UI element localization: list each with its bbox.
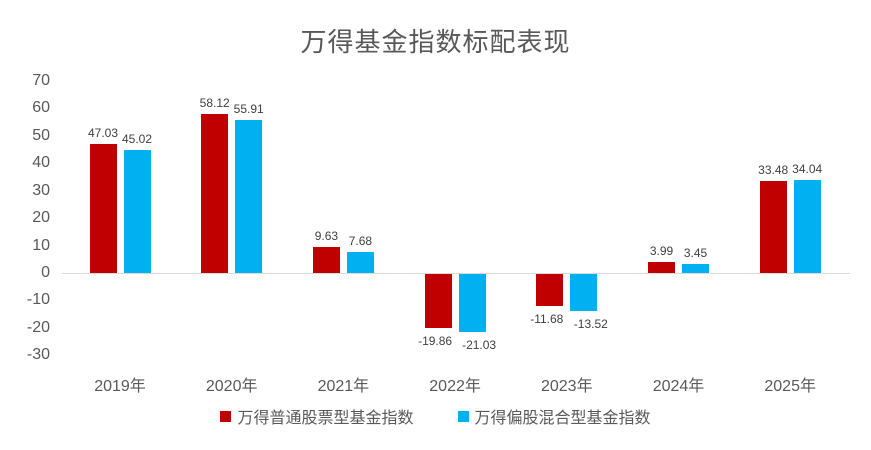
legend-swatch-series1 [220, 410, 232, 422]
legend-label-series2: 万得偏股混合型基金指数 [474, 410, 651, 427]
bar-series1-2019年 [89, 144, 117, 273]
legend: 万得普通股票型基金指数 万得偏股混合型基金指数 [0, 404, 871, 428]
x-axis-label-2022年: 2022年 [429, 378, 481, 395]
value-label-series2-2020年: 55.91 [233, 101, 264, 116]
value-label-series1-2025年: 33.48 [758, 163, 789, 178]
x-axis-line [62, 273, 850, 274]
legend-item-series2: 万得偏股混合型基金指数 [457, 404, 651, 428]
value-label-series2-2022年: -21.03 [462, 337, 497, 352]
y-axis-tick--20: -20 [26, 318, 50, 336]
y-axis-tick-40: 40 [32, 154, 50, 172]
bar-series1-2020年 [201, 113, 229, 273]
legend-item-series1: 万得普通股票型基金指数 [220, 404, 414, 428]
value-label-series1-2021年: 9.63 [314, 228, 339, 243]
y-axis-tick-10: 10 [32, 236, 50, 254]
value-label-series2-2023年: -13.52 [573, 317, 608, 332]
bar-series2-2021年 [346, 251, 374, 273]
x-axis-label-2021年: 2021年 [317, 378, 370, 395]
y-axis-tick-70: 70 [32, 72, 50, 90]
value-label-series2-2024年: 3.45 [683, 245, 708, 260]
x-axis-label-2024年: 2024年 [652, 378, 705, 395]
value-label-series1-2019年: 47.03 [87, 126, 119, 141]
bar-series1-2024年 [648, 262, 675, 273]
value-label-series2-2019年: 45.02 [121, 131, 153, 146]
y-axis-tick-0: 0 [41, 264, 50, 281]
bar-series2-2020年 [235, 119, 263, 273]
value-label-series1-2023年: -11.68 [530, 312, 564, 327]
y-axis-tick--30: -30 [26, 346, 50, 364]
legend-label-series1: 万得普通股票型基金指数 [237, 410, 414, 427]
bar-series2-2022年 [458, 274, 486, 332]
bar-series1-2022年 [424, 274, 452, 329]
x-axis-label-2025年: 2025年 [764, 378, 816, 395]
y-axis-tick--10: -10 [26, 291, 50, 309]
legend-swatch-series2 [457, 410, 469, 422]
bar-series1-2023年 [536, 274, 564, 307]
y-axis-tick-20: 20 [32, 209, 50, 227]
value-label-series1-2022年: -19.86 [418, 334, 453, 349]
y-axis-tick-60: 60 [32, 99, 50, 117]
value-label-series2-2021年: 7.68 [348, 233, 373, 248]
bar-series2-2024年 [682, 263, 709, 273]
bar-series1-2021年 [312, 246, 340, 273]
bar-series2-2019年 [123, 149, 151, 273]
y-axis-tick-50: 50 [32, 126, 50, 144]
y-axis-tick-30: 30 [32, 181, 50, 199]
bar-series1-2025年 [759, 181, 787, 273]
x-axis-label-2019年: 2019年 [94, 378, 146, 395]
x-axis-label-2023年: 2023年 [540, 378, 593, 395]
value-label-series2-2025年: 34.04 [792, 161, 823, 176]
bar-series2-2025年 [793, 179, 821, 273]
value-label-series1-2020年: 58.12 [199, 95, 230, 110]
chart-title: 万得基金指数标配表现 [300, 27, 571, 57]
value-label-series1-2024年: 3.99 [649, 244, 674, 259]
bar-series2-2023年 [570, 274, 598, 312]
x-axis-label-2020年: 2020年 [205, 378, 258, 395]
